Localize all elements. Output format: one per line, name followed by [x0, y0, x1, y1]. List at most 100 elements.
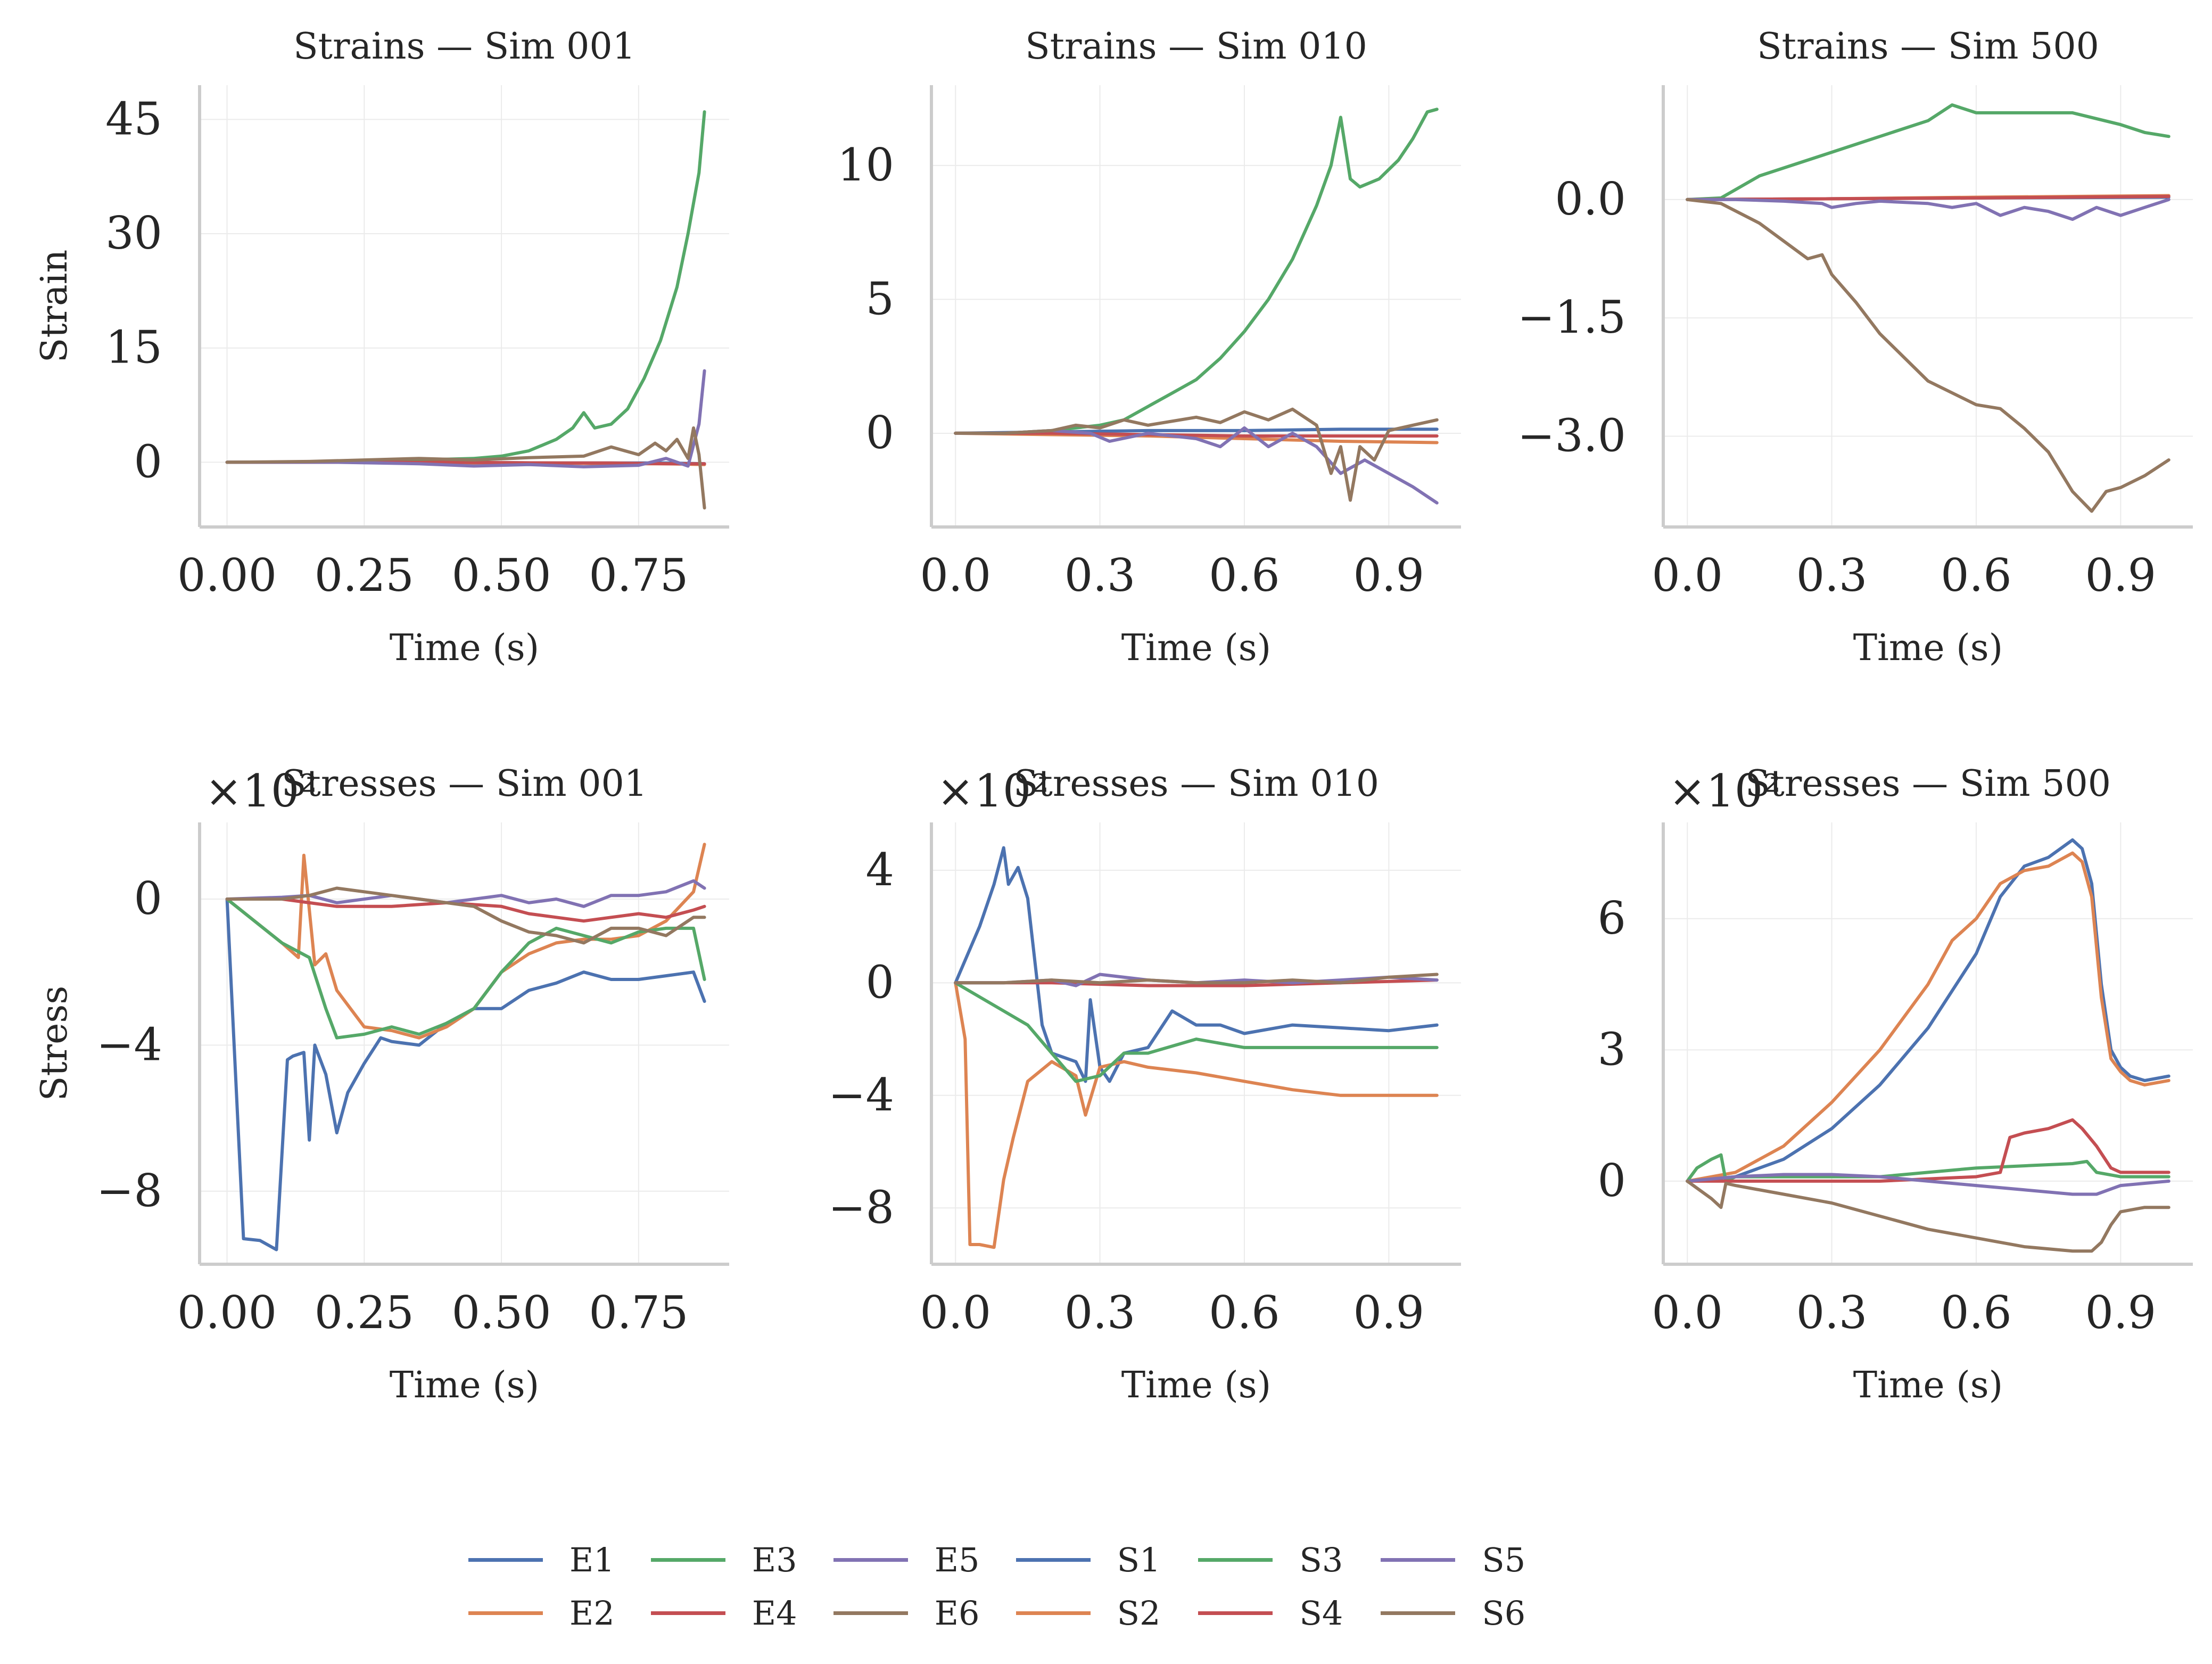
p3-xtick-label-0: 0.0 [1652, 549, 1723, 602]
p1-ytick-label-3: 45 [105, 93, 162, 145]
legend-item-s1: S1 [1016, 1533, 1199, 1586]
legend-swatch-s6 [1381, 1611, 1456, 1615]
legend-label-s1: S1 [1117, 1540, 1161, 1579]
legend-swatch-s2 [1016, 1611, 1091, 1615]
legend-swatch-e3 [650, 1558, 725, 1562]
p2-title: Strains — Sim 010 [1025, 26, 1367, 68]
p4-series-group [225, 843, 706, 1251]
p2-xlabel: Time (s) [1121, 627, 1271, 669]
p5-series-s6 [954, 973, 1439, 985]
legend-item-e2: E2 [468, 1586, 651, 1640]
p3-series-group [1686, 103, 2170, 513]
legend-label-s5: S5 [1482, 1540, 1526, 1579]
legend-item-s4: S4 [1198, 1586, 1381, 1640]
p1-series-e6 [225, 426, 706, 510]
p2-xtick-label-1: 0.3 [1064, 549, 1136, 602]
p1-xlabel: Time (s) [390, 627, 539, 669]
legend-item-s6: S6 [1381, 1586, 1563, 1640]
p1-xtick-label-1: 0.25 [315, 549, 414, 602]
legend-swatch-s3 [1198, 1558, 1273, 1562]
p5-ytick-label-1: 0 [866, 956, 894, 1008]
legend-swatch-s4 [1198, 1611, 1273, 1615]
p6-ytick-label-2: 0 [1598, 1155, 1626, 1207]
p2-xtick-label-2: 0.6 [1209, 549, 1280, 602]
p1-ytick-label-2: 30 [105, 207, 162, 259]
p3-xtick-label-1: 0.3 [1796, 549, 1868, 602]
legend: E1 E2 E3 E4 E5 E6 S1 S2 S3 S4 S5 S6 [468, 1533, 1746, 1640]
legend-swatch-e4 [650, 1611, 725, 1615]
p1-series-group [225, 110, 706, 510]
p2-series-e3 [954, 108, 1439, 435]
legend-item-e5: E5 [833, 1533, 1016, 1586]
p4-ylabel: Stress [34, 986, 76, 1101]
p2-ytick-label-0: 0 [866, 407, 894, 459]
p4-xtick-label-0: 0.00 [177, 1287, 277, 1339]
p1-xtick-label-2: 0.50 [452, 549, 551, 602]
p4-xtick-label-2: 0.50 [452, 1287, 551, 1339]
p4-ytick-label-0: 0 [134, 872, 162, 925]
p4-multiplier-label: ×10² [205, 765, 317, 817]
p6-xtick-label-1: 0.3 [1796, 1287, 1868, 1339]
p4-ytick-label-2: −8 [96, 1165, 162, 1217]
p6-series-s1 [1686, 838, 2170, 1183]
p5-xlabel: Time (s) [1121, 1364, 1271, 1406]
p2-series-e4 [954, 431, 1439, 438]
p3-ytick-label-0: 0.0 [1555, 173, 1626, 225]
p5-xtick-label-0: 0.0 [920, 1287, 991, 1339]
p6-series-group [1686, 838, 2170, 1253]
p5-series-s2 [954, 981, 1439, 1249]
p3-title: Strains — Sim 500 [1757, 26, 2099, 68]
p4-series-s2 [225, 843, 706, 1040]
legend-item-e3: E3 [650, 1533, 833, 1586]
legend-label-s4: S4 [1299, 1593, 1343, 1633]
p5-xtick-label-3: 0.9 [1353, 1287, 1425, 1339]
p4-xtick-label-1: 0.25 [315, 1287, 414, 1339]
p4-series-s3 [225, 897, 706, 1040]
p1-series-e3 [225, 110, 706, 464]
p6-xtick-label-3: 0.9 [2085, 1287, 2157, 1339]
legend-label-e3: E3 [752, 1540, 797, 1579]
subplot-p2: 0.0 0.3 0.6 0.9 0 5 10 Strains — Sim 010 Time (s… [837, 26, 1461, 669]
p5-series-s3 [954, 981, 1439, 1083]
p1-ylabel: Strain [34, 250, 76, 363]
subplot-p4: 0.00 0.25 0.50 0.75 0 −4 −8 Stresses — Sim 001 T… [34, 763, 729, 1406]
p6-title: Stresses — Sim 500 [1745, 763, 2111, 805]
subplot-p1: 0.00 0.25 0.50 0.75 0 15 30 45 Strains — Sim 001… [34, 26, 729, 669]
p4-series-s1 [225, 897, 706, 1251]
legend-swatch-s5 [1381, 1558, 1456, 1562]
p3-series-e5 [1686, 197, 2170, 221]
p3-xtick-label-3: 0.9 [2085, 549, 2157, 602]
p1-xtick-label-0: 0.00 [177, 549, 277, 602]
p1-title: Strains — Sim 001 [293, 26, 635, 68]
legend-item-e4: E4 [650, 1586, 833, 1640]
p3-ytick-label-1: −1.5 [1517, 291, 1626, 343]
p6-series-s2 [1686, 851, 2170, 1183]
p4-ytick-label-1: −4 [96, 1018, 162, 1070]
p4-title: Stresses — Sim 001 [282, 763, 647, 805]
legend-label-e1: E1 [569, 1540, 615, 1579]
p6-series-s4 [1686, 1118, 2170, 1183]
subplot-p5: 0.0 0.3 0.6 0.9 4 0 −4 −8 Stresses — Sim 010 Time… [828, 763, 1461, 1406]
p6-series-s5 [1686, 1173, 2170, 1196]
legend-label-s6: S6 [1482, 1593, 1526, 1633]
legend-swatch-e2 [468, 1611, 543, 1615]
p5-multiplier-label: ×10² [937, 765, 1049, 817]
p6-ytick-label-1: 3 [1598, 1023, 1626, 1075]
p2-xtick-label-3: 0.9 [1353, 549, 1425, 602]
legend-swatch-e5 [833, 1558, 908, 1562]
p4-xtick-label-3: 0.75 [589, 1287, 688, 1339]
p3-series-e3 [1686, 103, 2170, 201]
p3-xlabel: Time (s) [1853, 627, 2003, 669]
p6-xtick-label-0: 0.0 [1652, 1287, 1723, 1339]
legend-item-e1: E1 [468, 1533, 651, 1586]
p2-series-group [954, 108, 1439, 505]
subplot-p6: 0.0 0.3 0.6 0.9 6 3 0 Stresses — Sim 500 Time (s… [1598, 763, 2193, 1406]
p5-ytick-label-3: −8 [828, 1181, 894, 1233]
subplot-p3: 0.0 0.3 0.6 0.9 0.0 −1.5 −3.0 Strains — Sim 500… [1517, 26, 2193, 669]
legend-item-e6: E6 [833, 1586, 1016, 1640]
p2-ytick-label-2: 10 [837, 139, 894, 191]
p5-ytick-label-0: 4 [866, 844, 894, 896]
legend-swatch-e6 [833, 1611, 908, 1615]
p2-xtick-label-0: 0.0 [920, 549, 991, 602]
